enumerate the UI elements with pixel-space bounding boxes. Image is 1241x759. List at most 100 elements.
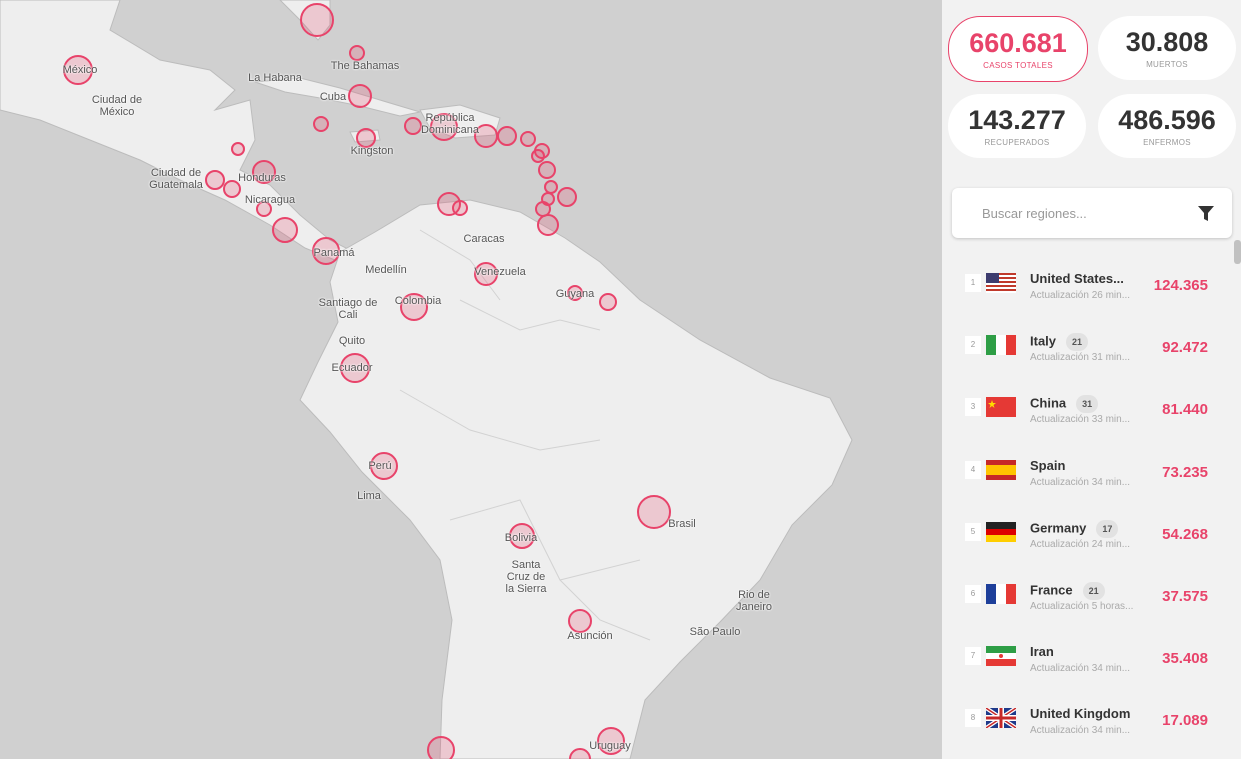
region-name-text: France [1030, 582, 1073, 598]
case-markers [63, 3, 671, 759]
region-name: Germany 17 [1030, 519, 1119, 538]
map-label: Ecuador [331, 362, 373, 374]
region-badge: 31 [1076, 395, 1099, 414]
map-label: Rio de Janeiro [735, 589, 773, 613]
region-rank: 5 [965, 522, 981, 541]
region-badge: 21 [1066, 333, 1089, 352]
case-marker [349, 45, 365, 61]
sidebar: 660.681 CASOS TOTALES 30.808 MUERTOS 143… [942, 0, 1241, 759]
map-label: Guyana [555, 288, 595, 300]
region-cases: 35.408 [1162, 650, 1208, 668]
region-cases: 17.089 [1162, 712, 1208, 730]
region-row[interactable]: 2 Italy 21 Actualización 31 min... 92.472 [942, 319, 1232, 381]
case-marker [568, 609, 592, 633]
region-updated: Actualización 26 min... [1030, 290, 1131, 301]
map-label: Ciudad de Guatemala [149, 167, 203, 191]
map-label: Colombia [394, 295, 442, 307]
land-north [0, 0, 351, 263]
flag [986, 335, 1016, 356]
map-label: The Bahamas [330, 60, 400, 72]
map[interactable]: México Ciudad de México La Habana The Ba… [0, 0, 942, 759]
region-row[interactable]: 5 Germany 17 Actualización 24 min... 54.268 [942, 506, 1232, 568]
case-marker [370, 452, 398, 480]
stat-value: 30.808 [1125, 27, 1209, 57]
region-cases: 92.472 [1162, 339, 1208, 357]
map-label: Medellín [365, 264, 407, 276]
case-marker [348, 84, 372, 108]
region-name-text: Spain [1030, 457, 1066, 473]
region-rank: 4 [965, 460, 981, 479]
case-marker [537, 214, 559, 236]
map-label: México [62, 64, 98, 76]
case-marker [205, 170, 225, 190]
region-row[interactable]: 8 United Kingdom Actualización 34 min... 17… [942, 692, 1232, 754]
map-label: Ciudad de México [91, 94, 143, 118]
region-row[interactable]: 6 France 21 Actualización 5 horas... 37.575 [942, 568, 1232, 630]
flag [986, 273, 1016, 293]
case-marker [404, 117, 422, 135]
case-marker [474, 262, 498, 286]
map-label: Quito [338, 335, 366, 347]
region-row[interactable]: 1 United States... Actualización 26 min...… [942, 257, 1232, 319]
scrollbar[interactable] [1234, 240, 1241, 264]
region-updated: Actualización 33 min... [1030, 414, 1131, 426]
map-canvas [0, 0, 853, 759]
map-label: São Paulo [689, 626, 741, 638]
case-marker [569, 748, 591, 759]
case-marker [252, 160, 276, 184]
map-label: Kingston [350, 145, 394, 157]
map-label: Bolivia [504, 532, 538, 544]
case-marker [597, 727, 625, 755]
region-name: France 21 [1030, 582, 1105, 600]
stat-value: 143.277 [968, 105, 1066, 135]
region-name-text: Italy [1030, 333, 1057, 349]
stat-card[interactable]: 486.596 ENFERMOS [1098, 94, 1236, 158]
case-marker [567, 285, 583, 301]
region-name: United Kingdom [1030, 706, 1130, 721]
region-rank: 1 [965, 274, 981, 292]
region-updated: Actualización 34 min... [1030, 476, 1131, 488]
region-name-text: United States... [1030, 271, 1124, 286]
stat-label: ENFERMOS [1143, 138, 1191, 147]
search-box[interactable]: Buscar regiones... [952, 188, 1232, 238]
region-cases: 73.235 [1162, 463, 1208, 481]
flag [986, 459, 1016, 480]
case-marker [557, 187, 577, 207]
border [399, 229, 651, 641]
case-marker [356, 128, 376, 148]
case-marker [63, 55, 93, 85]
stat-label: MUERTOS [1146, 60, 1188, 69]
region-updated: Actualización 34 min... [1030, 663, 1131, 675]
region-updated: Actualización 34 min... [1030, 725, 1131, 737]
case-marker [430, 113, 458, 141]
map-label: Uruguay [589, 740, 631, 752]
region-cases: 37.575 [1162, 588, 1208, 605]
region-row[interactable]: 7 Iran Actualización 34 min... 35.408 [942, 630, 1232, 692]
south-america [299, 199, 853, 759]
filter-icon[interactable] [1198, 206, 1214, 221]
region-name: United States... [1030, 271, 1124, 286]
flag [986, 646, 1016, 667]
stat-card[interactable]: 143.277 RECUPERADOS [948, 94, 1086, 158]
case-marker [535, 201, 551, 217]
region-row[interactable]: 4 Spain Actualización 34 min... 73.235 [942, 444, 1232, 506]
map-label: Honduras [238, 172, 286, 184]
map-label: Venezuela [474, 266, 526, 278]
case-marker [497, 126, 517, 146]
region-rank: 3 [965, 398, 981, 417]
stat-card[interactable]: 30.808 MUERTOS [1098, 16, 1236, 80]
cuba [254, 77, 421, 117]
case-marker [340, 353, 370, 383]
florida [279, 0, 331, 41]
region-rank: 6 [965, 585, 981, 603]
region-name: Spain [1030, 458, 1065, 473]
case-marker [312, 237, 340, 265]
case-marker [538, 161, 556, 179]
stat-card[interactable]: 660.681 CASOS TOTALES [948, 16, 1088, 82]
case-marker [427, 736, 455, 759]
map-label: Lima [357, 490, 381, 502]
region-updated: Actualización 5 horas... [1030, 601, 1134, 612]
flag [986, 521, 1016, 542]
region-row[interactable]: 3 China 31 Actualización 33 min... 81.440 [942, 381, 1232, 443]
